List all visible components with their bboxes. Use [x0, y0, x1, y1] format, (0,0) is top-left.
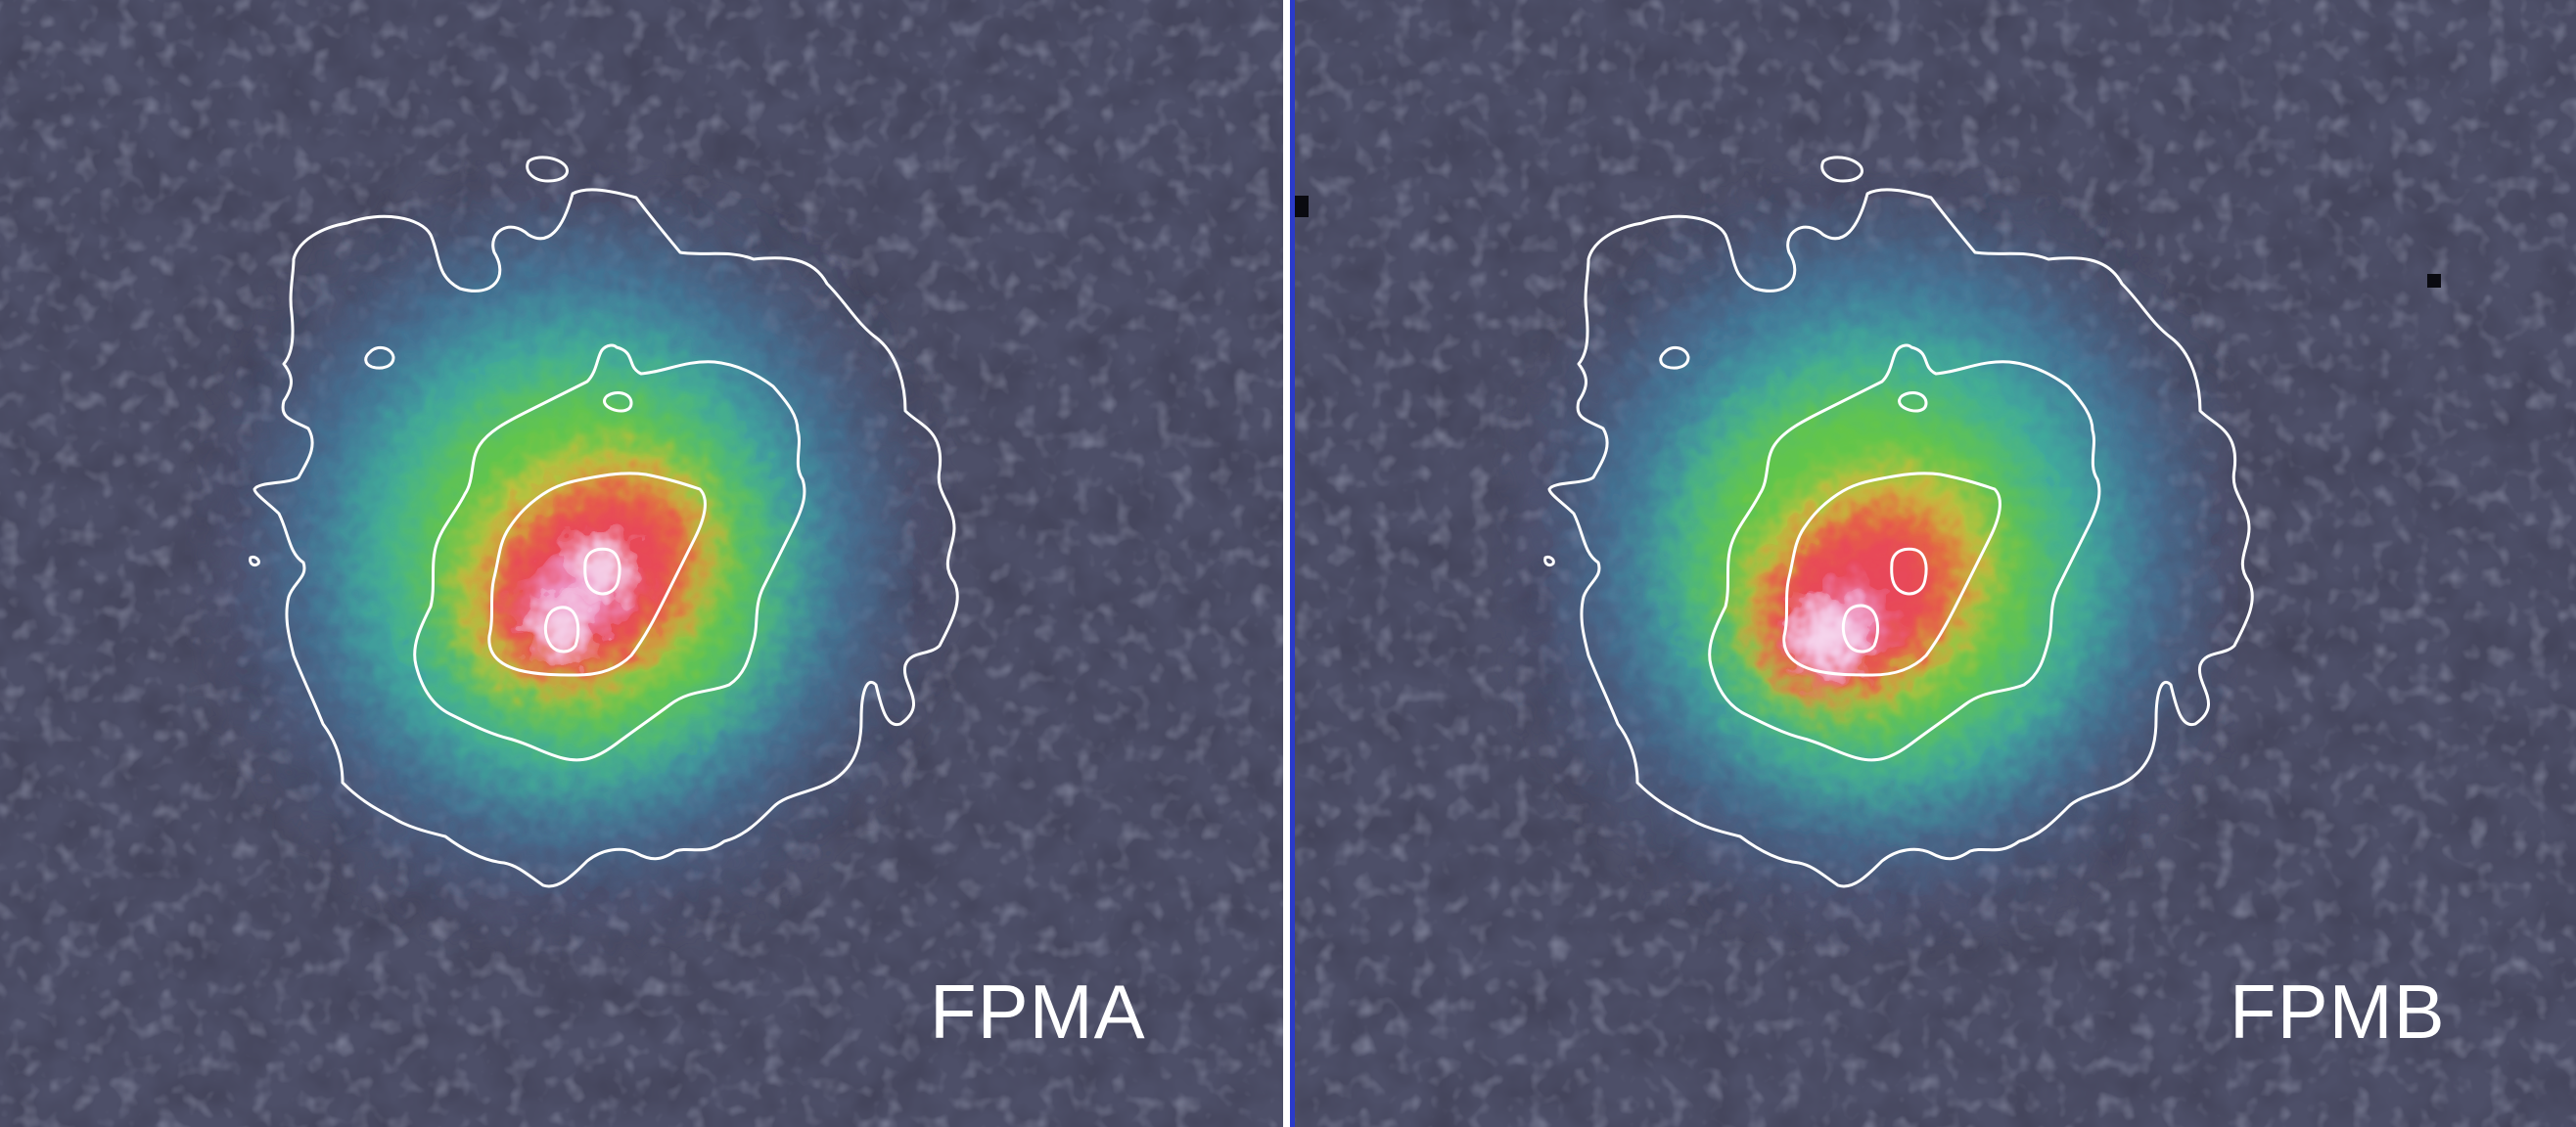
dark-pixel-right: [2427, 274, 2441, 288]
panel-divider: [1283, 0, 1290, 1127]
contour-blob-edge: [249, 556, 260, 567]
contour-blob-top: [526, 156, 569, 183]
contour-blob-left: [1659, 345, 1690, 370]
core-lower: [533, 597, 592, 655]
fpmb-image: [1295, 0, 2576, 1127]
contour-blob-edge: [1543, 556, 1555, 567]
contour-lines: [1543, 156, 2254, 888]
contour-core-lower: [543, 606, 580, 654]
core-peak: [1795, 603, 1862, 669]
contour-core-upper: [583, 547, 621, 596]
fpma-label: FPMA: [930, 969, 1146, 1055]
contour-blob-inner: [603, 391, 633, 413]
fpmb-label: FPMB: [2230, 969, 2446, 1055]
contour-middle: [1708, 343, 2101, 762]
fpmb-panel: FPMB: [1295, 0, 2576, 1127]
contour-outer: [253, 188, 959, 888]
contour-core-upper: [1890, 547, 1928, 596]
contour-inner: [487, 472, 707, 677]
fpma-image: [0, 0, 1283, 1127]
panel-divider-blue: [1290, 0, 1295, 1127]
contour-inner: [1782, 472, 2001, 677]
contour-lines: [249, 156, 959, 888]
emission-blob: [1554, 225, 2200, 890]
contour-blob-inner: [1898, 391, 1928, 413]
dark-pixel-left: [1295, 196, 1309, 217]
contour-core-lower: [1841, 604, 1879, 654]
core-upper: [573, 538, 631, 597]
contour-blob-top: [1820, 156, 1863, 183]
contour-blob-left: [364, 345, 395, 370]
emission-blob: [250, 225, 896, 890]
fpma-panel: FPMA: [0, 0, 1283, 1127]
contour-outer: [1547, 188, 2254, 888]
contour-middle: [413, 343, 806, 762]
